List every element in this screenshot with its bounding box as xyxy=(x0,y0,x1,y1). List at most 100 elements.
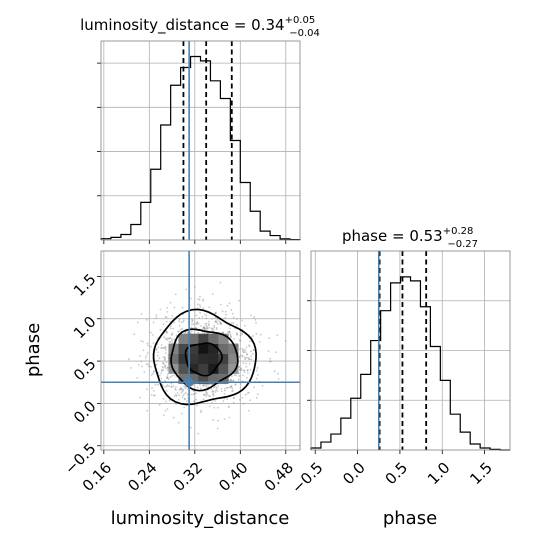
joint-density-cell xyxy=(188,333,199,344)
joint-sample-point xyxy=(248,391,250,394)
joint-sample-point xyxy=(234,383,237,385)
joint-sample-point xyxy=(238,356,241,358)
joint-sample-point xyxy=(184,331,187,334)
joint-sample-point xyxy=(195,327,198,329)
joint-density-cell xyxy=(228,353,239,364)
joint-sample-point xyxy=(235,374,238,377)
joint-sample-point xyxy=(240,368,243,371)
joint-sample-point xyxy=(253,386,256,389)
joint-sample-point xyxy=(165,316,168,318)
joint-sample-point xyxy=(253,349,255,351)
joint-sample-point xyxy=(231,387,234,390)
phase-title: phase = 0.53+0.28 −0.27 xyxy=(342,226,478,250)
joint-sample-point xyxy=(193,393,195,396)
joint-sample-point xyxy=(155,348,158,351)
joint-sample-point xyxy=(244,324,246,327)
joint-sample-point xyxy=(166,377,168,379)
joint-sample-point xyxy=(193,390,195,393)
joint-density-cell xyxy=(198,373,209,384)
joint-sample-point xyxy=(213,406,216,409)
joint-sample-point xyxy=(205,327,207,330)
joint-sample-point xyxy=(184,387,187,390)
joint-sample-point xyxy=(133,333,136,336)
joint-sample-point xyxy=(250,358,253,360)
joint-sample-point xyxy=(238,375,241,377)
joint-sample-point xyxy=(225,386,228,389)
joint-density-cell xyxy=(178,343,189,354)
joint-sample-point xyxy=(153,370,155,372)
joint-density-cell xyxy=(198,353,209,364)
joint-sample-point xyxy=(141,365,143,368)
joint-sample-point xyxy=(161,366,164,368)
joint-sample-point xyxy=(163,358,166,361)
joint-sample-point xyxy=(185,288,188,291)
joint-sample-point xyxy=(229,378,232,380)
joint-sample-point xyxy=(214,391,217,393)
joint-sample-point xyxy=(169,340,172,343)
joint-sample-point xyxy=(229,333,232,335)
joint-sample-point xyxy=(225,313,228,316)
joint-sample-point xyxy=(214,385,216,388)
joint-sample-point xyxy=(215,386,218,389)
joint-sample-point xyxy=(172,416,175,419)
joint-sample-point xyxy=(197,331,200,334)
joint-sample-point xyxy=(223,392,226,395)
joint-sample-point xyxy=(180,391,183,394)
joint-sample-point xyxy=(147,344,149,347)
joint-sample-point xyxy=(203,326,205,329)
joint-sample-point xyxy=(217,419,220,422)
joint-sample-point xyxy=(208,405,211,408)
joint-sample-point xyxy=(154,348,157,351)
joint-sample-point xyxy=(243,369,246,372)
joint-sample-point xyxy=(201,315,204,318)
joint-sample-point xyxy=(255,322,257,324)
joint-sample-point xyxy=(241,354,244,357)
joint-sample-point xyxy=(174,386,177,389)
joint-sample-point xyxy=(205,390,207,392)
joint-sample-point xyxy=(191,318,193,321)
joint-sample-point xyxy=(162,367,165,369)
joint-sample-point xyxy=(181,390,184,393)
joint-sample-point xyxy=(211,318,214,320)
ylabel-phase: phase xyxy=(23,323,44,377)
joint-sample-point xyxy=(239,398,241,401)
joint-sample-point xyxy=(206,326,209,328)
joint-sample-point xyxy=(230,386,233,388)
joint-sample-point xyxy=(215,328,218,331)
phase-marginal-xtick-label: 0.0 xyxy=(339,459,369,489)
joint-sample-point xyxy=(168,337,170,340)
joint-sample-point xyxy=(178,320,181,323)
joint-sample-point xyxy=(169,376,172,379)
joint-density-cell xyxy=(198,343,209,354)
joint-density-cell xyxy=(218,363,229,374)
joint-sample-point xyxy=(220,322,223,325)
joint-sample-point xyxy=(232,322,235,324)
joint-sample-point xyxy=(255,369,258,372)
joint-sample-point xyxy=(182,389,185,392)
joint-sample-point xyxy=(161,362,164,364)
joint-sample-point xyxy=(193,400,196,403)
joint-sample-point xyxy=(240,332,243,335)
joint-sample-point xyxy=(164,400,167,403)
joint-sample-point xyxy=(161,370,163,372)
joint-sample-point xyxy=(261,384,264,387)
joint-sample-point xyxy=(243,351,245,353)
joint-sample-point xyxy=(196,303,199,306)
joint-sample-point xyxy=(258,341,261,343)
joint-sample-point xyxy=(154,383,157,386)
joint-sample-point xyxy=(212,419,215,421)
joint-sample-point xyxy=(245,346,248,349)
joint-xtick-label: 0.40 xyxy=(215,459,251,495)
joint-sample-point xyxy=(155,316,158,319)
joint-sample-point xyxy=(166,369,169,371)
joint-sample-point xyxy=(191,323,193,326)
joint-sample-point xyxy=(255,377,258,380)
joint-sample-point xyxy=(231,312,234,315)
joint-sample-point xyxy=(236,333,238,336)
joint-sample-point xyxy=(149,331,152,334)
joint-sample-point xyxy=(160,347,163,349)
joint-sample-point xyxy=(178,388,181,391)
joint-sample-point xyxy=(178,394,181,397)
joint-sample-point xyxy=(213,326,216,329)
joint-density-cell xyxy=(208,343,219,354)
